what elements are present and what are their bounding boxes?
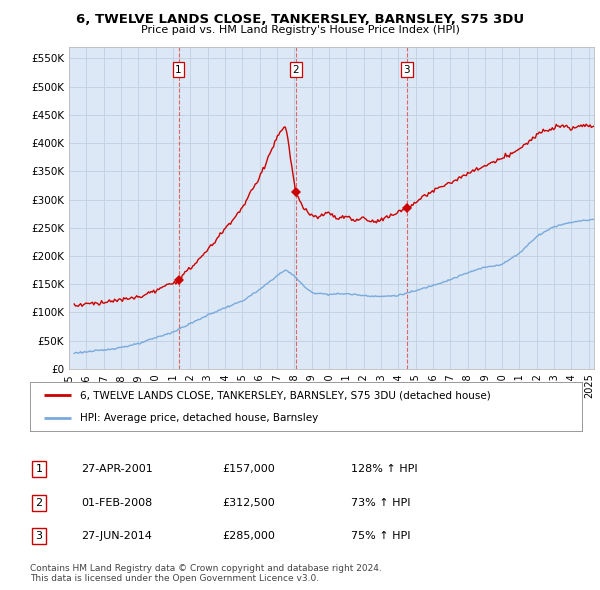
Text: 75% ↑ HPI: 75% ↑ HPI xyxy=(351,531,410,540)
Text: 6, TWELVE LANDS CLOSE, TANKERSLEY, BARNSLEY, S75 3DU (detached house): 6, TWELVE LANDS CLOSE, TANKERSLEY, BARNS… xyxy=(80,391,490,401)
Text: 1: 1 xyxy=(35,464,43,474)
Text: £312,500: £312,500 xyxy=(222,498,275,507)
Text: 73% ↑ HPI: 73% ↑ HPI xyxy=(351,498,410,507)
Text: 128% ↑ HPI: 128% ↑ HPI xyxy=(351,464,418,474)
Text: 27-JUN-2014: 27-JUN-2014 xyxy=(81,531,152,540)
Text: 01-FEB-2008: 01-FEB-2008 xyxy=(81,498,152,507)
Text: 2: 2 xyxy=(292,65,299,75)
Text: 1: 1 xyxy=(175,65,182,75)
Text: Price paid vs. HM Land Registry's House Price Index (HPI): Price paid vs. HM Land Registry's House … xyxy=(140,25,460,35)
Text: Contains HM Land Registry data © Crown copyright and database right 2024.
This d: Contains HM Land Registry data © Crown c… xyxy=(30,563,382,583)
Text: 6, TWELVE LANDS CLOSE, TANKERSLEY, BARNSLEY, S75 3DU: 6, TWELVE LANDS CLOSE, TANKERSLEY, BARNS… xyxy=(76,13,524,26)
Text: £157,000: £157,000 xyxy=(222,464,275,474)
Text: 2: 2 xyxy=(35,498,43,507)
Text: £285,000: £285,000 xyxy=(222,531,275,540)
Text: 3: 3 xyxy=(35,531,43,540)
Text: 27-APR-2001: 27-APR-2001 xyxy=(81,464,153,474)
Text: 3: 3 xyxy=(403,65,410,75)
Text: HPI: Average price, detached house, Barnsley: HPI: Average price, detached house, Barn… xyxy=(80,412,318,422)
